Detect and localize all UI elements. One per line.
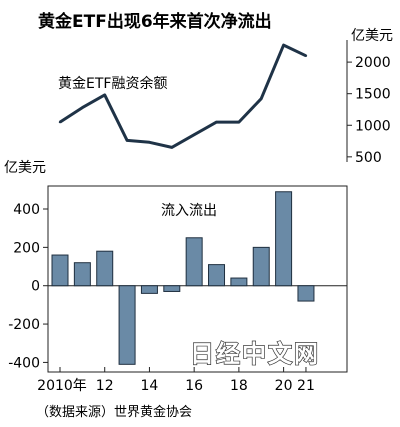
line-y-axis-label: 亿美元	[351, 28, 393, 44]
line-point	[282, 43, 285, 47]
line-point	[103, 93, 106, 97]
bar	[185, 237, 203, 287]
bar-y-tick-label: 200	[13, 240, 40, 256]
line-point	[237, 120, 241, 124]
line-series-label: 黄金ETF融资余额	[58, 75, 167, 92]
bar-y-tick-label: -200	[8, 317, 40, 333]
line-series-path	[59, 43, 307, 149]
line-point	[215, 120, 218, 124]
bar	[140, 285, 158, 294]
bar	[96, 250, 114, 287]
line-point	[192, 133, 196, 136]
bar-series-label: 流入流出	[161, 203, 217, 219]
line-point	[125, 139, 129, 142]
bar-x-tick-label: 16	[185, 378, 203, 394]
bar-y-tick-label: 400	[13, 202, 40, 218]
line-point	[260, 97, 263, 100]
line-point	[148, 141, 151, 144]
line-point	[81, 106, 84, 109]
bar	[73, 262, 91, 287]
line-point	[170, 146, 173, 149]
bar	[297, 285, 315, 302]
bar-x-tick-label: 12	[96, 378, 114, 394]
bar	[163, 285, 181, 292]
line-y-tick-label: 500	[355, 150, 382, 166]
chart-title: 黄金ETF出现6年来首次净流出	[38, 11, 272, 32]
bar-plot	[51, 191, 315, 365]
bar-x-tick-label: 21	[297, 378, 315, 394]
line-point	[304, 54, 308, 57]
bar	[118, 285, 136, 365]
bar-x-tick-label: 18	[230, 378, 248, 394]
bar-x-tick-label: 2010年	[37, 378, 87, 394]
bar-y-axis-label: 亿美元	[4, 160, 46, 176]
line-point	[58, 120, 62, 124]
bar	[208, 264, 226, 287]
watermark-text: 日经中文网	[190, 340, 320, 368]
bar	[230, 277, 248, 287]
line-y-tick-label: 1000	[355, 118, 391, 134]
bar	[51, 254, 69, 287]
bar-plot-frame	[47, 185, 348, 373]
line-plot	[58, 43, 308, 149]
line-y-tick-label: 2000	[355, 55, 391, 71]
bar-y-tick-label: -400	[8, 355, 40, 371]
bar	[252, 246, 270, 287]
bar-y-tick-label: 0	[31, 279, 40, 295]
bar	[275, 191, 293, 287]
line-y-tick-label: 1500	[355, 87, 391, 103]
source-note: （数据来源）世界黄金协会	[36, 404, 192, 420]
bar-x-tick-label: 20	[275, 378, 293, 394]
bar-x-axis: 2010年 12 14 16 18 20 21	[37, 367, 315, 394]
bar-y-axis: -400 -200 0 200 400	[8, 202, 347, 371]
bar-x-tick-label: 14	[141, 378, 159, 394]
line-y-axis: 500 1000 1500 2000	[346, 40, 391, 166]
